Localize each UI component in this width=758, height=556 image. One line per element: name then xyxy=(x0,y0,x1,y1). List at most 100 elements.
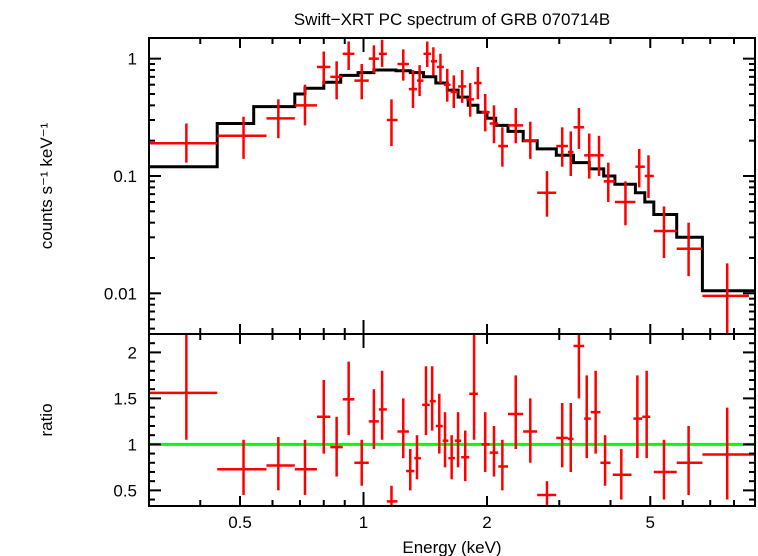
ratio-point xyxy=(354,439,369,486)
ratio-panel: 0.5 1 1.5 2 0.5 1 2 5 ratio Energy (keV) xyxy=(37,333,756,556)
ratio-point xyxy=(397,398,409,459)
ratio-point xyxy=(442,412,449,468)
data-point xyxy=(466,83,475,117)
x-axis-label: Energy (keV) xyxy=(402,538,501,556)
x-tick-label: 1 xyxy=(359,513,368,532)
data-point xyxy=(408,70,417,108)
x-tick-label: 2 xyxy=(482,513,491,532)
y-tick-label: 0.5 xyxy=(113,481,137,500)
data-point xyxy=(368,45,379,74)
data-point xyxy=(676,222,703,277)
ratio-point xyxy=(330,416,343,477)
y-tick-label: 1.5 xyxy=(113,389,137,408)
data-point xyxy=(644,155,654,198)
ratio-point xyxy=(702,407,755,500)
y-tick-label: 1 xyxy=(128,50,137,69)
ratio-point xyxy=(590,370,601,454)
top-axis-ticks xyxy=(148,38,756,334)
ratio-point xyxy=(612,448,632,500)
data-point xyxy=(443,68,451,102)
data-point xyxy=(458,70,467,103)
ratio-point xyxy=(406,448,415,491)
x-tick-labels: 0.5 1 2 5 xyxy=(228,513,655,532)
ratio-point xyxy=(469,334,478,440)
y-tick-label: 0.1 xyxy=(113,167,137,186)
ratio-point xyxy=(386,485,398,506)
data-point xyxy=(354,64,369,100)
y-tick-label: 1 xyxy=(128,435,137,454)
ratio-point xyxy=(378,370,387,440)
data-point xyxy=(266,99,295,139)
top-y-tick-labels: 0.01 0.1 1 xyxy=(104,50,137,304)
chart-title: Swift−XRT PC spectrum of GRB 070714B xyxy=(294,10,610,29)
data-point xyxy=(436,53,444,84)
ratio-point xyxy=(429,366,436,431)
ratio-point xyxy=(508,375,524,449)
x-tick-label: 0.5 xyxy=(228,513,252,532)
data-point xyxy=(508,107,524,144)
data-point xyxy=(386,99,398,147)
ratio-point xyxy=(448,435,455,480)
y-tick-label: 2 xyxy=(128,343,137,362)
data-point xyxy=(594,135,604,176)
data-point xyxy=(149,123,218,163)
top-panel-frame xyxy=(148,37,756,335)
data-point xyxy=(416,65,424,97)
data-point xyxy=(614,181,636,226)
data-point xyxy=(653,206,677,258)
ratio-point xyxy=(676,425,703,495)
y-axis-label-counts: counts s⁻¹ keV⁻¹ xyxy=(37,122,56,249)
ratio-point xyxy=(266,437,295,491)
data-point xyxy=(474,66,482,100)
data-point xyxy=(573,107,585,149)
ratio-point xyxy=(584,375,591,459)
bottom-panel-frame xyxy=(148,333,756,507)
ratio-point xyxy=(454,412,462,468)
data-point xyxy=(584,133,595,179)
data-point xyxy=(537,171,557,217)
ratio-point xyxy=(342,361,355,436)
ratio-point xyxy=(422,366,430,436)
data-point xyxy=(702,263,749,334)
data-point xyxy=(567,131,574,176)
data-point xyxy=(450,75,459,108)
data-point xyxy=(635,148,645,188)
ratio-point xyxy=(489,425,499,477)
data-point xyxy=(316,51,331,85)
ratio-point xyxy=(600,435,611,486)
ratio-points xyxy=(149,334,755,506)
ratio-point xyxy=(368,389,379,449)
ratio-point xyxy=(573,334,585,399)
ratio-point xyxy=(523,398,538,463)
ratio-point xyxy=(461,430,470,482)
ratio-point xyxy=(217,439,267,495)
y-tick-label: 0.01 xyxy=(104,284,137,303)
data-point xyxy=(489,105,499,144)
ratio-point xyxy=(481,412,490,472)
data-points xyxy=(149,39,749,334)
ratio-point xyxy=(498,439,509,491)
ratio-point xyxy=(414,435,421,480)
bottom-y-tick-labels: 0.5 1 1.5 2 xyxy=(113,343,137,500)
ratio-point xyxy=(316,379,331,454)
data-point xyxy=(378,39,387,67)
data-point xyxy=(342,41,355,71)
data-point xyxy=(556,127,568,167)
data-point xyxy=(397,49,409,81)
data-point xyxy=(603,162,615,203)
ratio-point xyxy=(633,375,643,459)
ratio-point xyxy=(642,370,651,459)
ratio-point xyxy=(149,334,218,440)
data-point xyxy=(481,93,490,132)
y-axis-label-ratio: ratio xyxy=(37,403,56,436)
data-point xyxy=(217,116,267,159)
ratio-point xyxy=(556,402,568,468)
x-tick-label: 5 xyxy=(646,513,655,532)
data-point xyxy=(423,41,431,67)
ratio-point xyxy=(435,393,443,454)
ratio-point xyxy=(537,481,557,506)
ratio-point xyxy=(653,439,677,500)
spectrum-panel: 0.01 0.1 1 counts s⁻¹ keV⁻¹ xyxy=(37,37,756,335)
data-point xyxy=(523,121,538,159)
